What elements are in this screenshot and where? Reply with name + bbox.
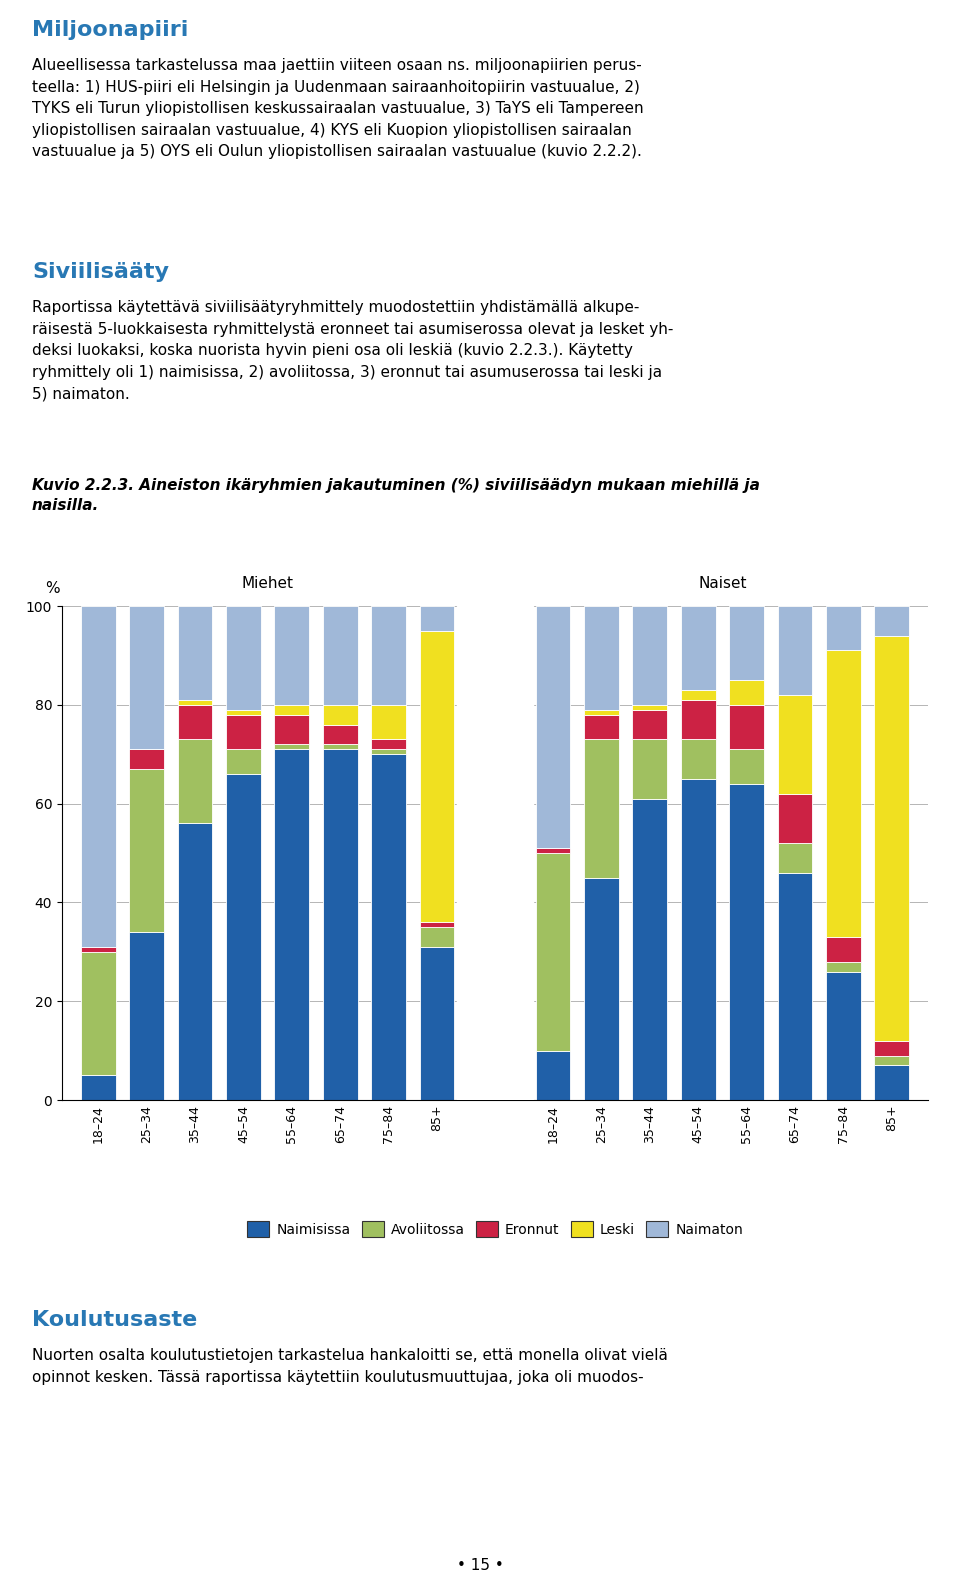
Bar [275, 705, 309, 714]
Bar [178, 705, 212, 740]
Bar [633, 740, 667, 799]
Bar [778, 794, 812, 843]
Legend: Naimisissa, Avoliitossa, Eronnut, Leski, Naimaton: Naimisissa, Avoliitossa, Eronnut, Leski,… [242, 1216, 749, 1243]
Bar [875, 1041, 909, 1055]
Bar [826, 937, 861, 961]
Bar [826, 961, 861, 972]
Bar [178, 740, 212, 824]
Text: Miljoonapiiri: Miljoonapiiri [32, 21, 188, 40]
Bar [323, 705, 358, 725]
Text: Kuvio 2.2.3. Aineiston ikäryhmien jakautuminen (%) siviilisäädyn mukaan miehillä: Kuvio 2.2.3. Aineiston ikäryhmien jakaut… [32, 478, 760, 513]
Bar [584, 740, 619, 878]
Bar [584, 878, 619, 1100]
Bar [633, 709, 667, 740]
Bar [681, 779, 715, 1100]
Bar [826, 972, 861, 1100]
Bar [584, 709, 619, 714]
Bar [536, 606, 570, 848]
Bar [536, 1050, 570, 1100]
Bar [875, 636, 909, 1041]
Text: Naiset: Naiset [698, 575, 747, 591]
Bar [275, 749, 309, 1100]
Bar [778, 606, 812, 695]
Bar [81, 947, 116, 952]
Bar [420, 631, 454, 923]
Bar [536, 848, 570, 853]
Bar [130, 749, 164, 768]
Bar [81, 952, 116, 1076]
Bar [681, 700, 715, 740]
Bar [633, 606, 667, 705]
Bar [875, 606, 909, 636]
Bar [875, 1055, 909, 1065]
Bar [372, 740, 406, 749]
Text: Nuorten osalta koulutustietojen tarkastelua hankaloitti se, että monella olivat : Nuorten osalta koulutustietojen tarkaste… [32, 1349, 668, 1385]
Bar [826, 650, 861, 937]
Bar [633, 705, 667, 709]
Bar [420, 606, 454, 631]
Text: Miehet: Miehet [242, 575, 294, 591]
Bar [372, 705, 406, 740]
Text: Koulutusaste: Koulutusaste [32, 1310, 197, 1329]
Bar [457, 606, 533, 1100]
Bar [875, 1065, 909, 1100]
Bar [730, 749, 764, 784]
Bar [226, 775, 261, 1100]
Bar [323, 725, 358, 744]
Bar [372, 749, 406, 754]
Bar [778, 843, 812, 874]
Bar [778, 695, 812, 794]
Bar [826, 606, 861, 650]
Bar [275, 606, 309, 705]
Bar [372, 754, 406, 1100]
Bar [178, 700, 212, 705]
Bar [420, 928, 454, 947]
Bar [323, 744, 358, 749]
Bar [730, 705, 764, 749]
Bar [681, 690, 715, 700]
Bar [130, 932, 164, 1100]
Bar [226, 709, 261, 714]
Bar [420, 947, 454, 1100]
Text: • 15 •: • 15 • [457, 1557, 503, 1573]
Bar [584, 714, 619, 740]
Bar [226, 714, 261, 749]
Bar [323, 606, 358, 705]
Bar [681, 606, 715, 690]
Bar [778, 874, 812, 1100]
Bar [178, 824, 212, 1100]
Bar [536, 853, 570, 1050]
Bar [730, 681, 764, 705]
Bar [323, 749, 358, 1100]
Bar [584, 606, 619, 709]
Bar [178, 606, 212, 700]
Bar [730, 606, 764, 681]
Text: Raportissa käytettävä siviilisäätyryhmittely muodostettiin yhdistämällä alkupe-
: Raportissa käytettävä siviilisäätyryhmit… [32, 300, 673, 402]
Bar [226, 606, 261, 709]
Bar [681, 740, 715, 779]
Bar [633, 799, 667, 1100]
Bar [130, 606, 164, 749]
Text: Siviilisääty: Siviilisääty [32, 261, 169, 282]
Bar [275, 744, 309, 749]
Text: %: % [45, 582, 60, 596]
Bar [81, 606, 116, 947]
Bar [81, 1076, 116, 1100]
Bar [372, 606, 406, 705]
Bar [226, 749, 261, 775]
Bar [130, 768, 164, 932]
Bar [420, 923, 454, 928]
Bar [275, 714, 309, 744]
Text: Alueellisessa tarkastelussa maa jaettiin viiteen osaan ns. miljoonapiirien perus: Alueellisessa tarkastelussa maa jaettiin… [32, 57, 643, 159]
Bar [730, 784, 764, 1100]
